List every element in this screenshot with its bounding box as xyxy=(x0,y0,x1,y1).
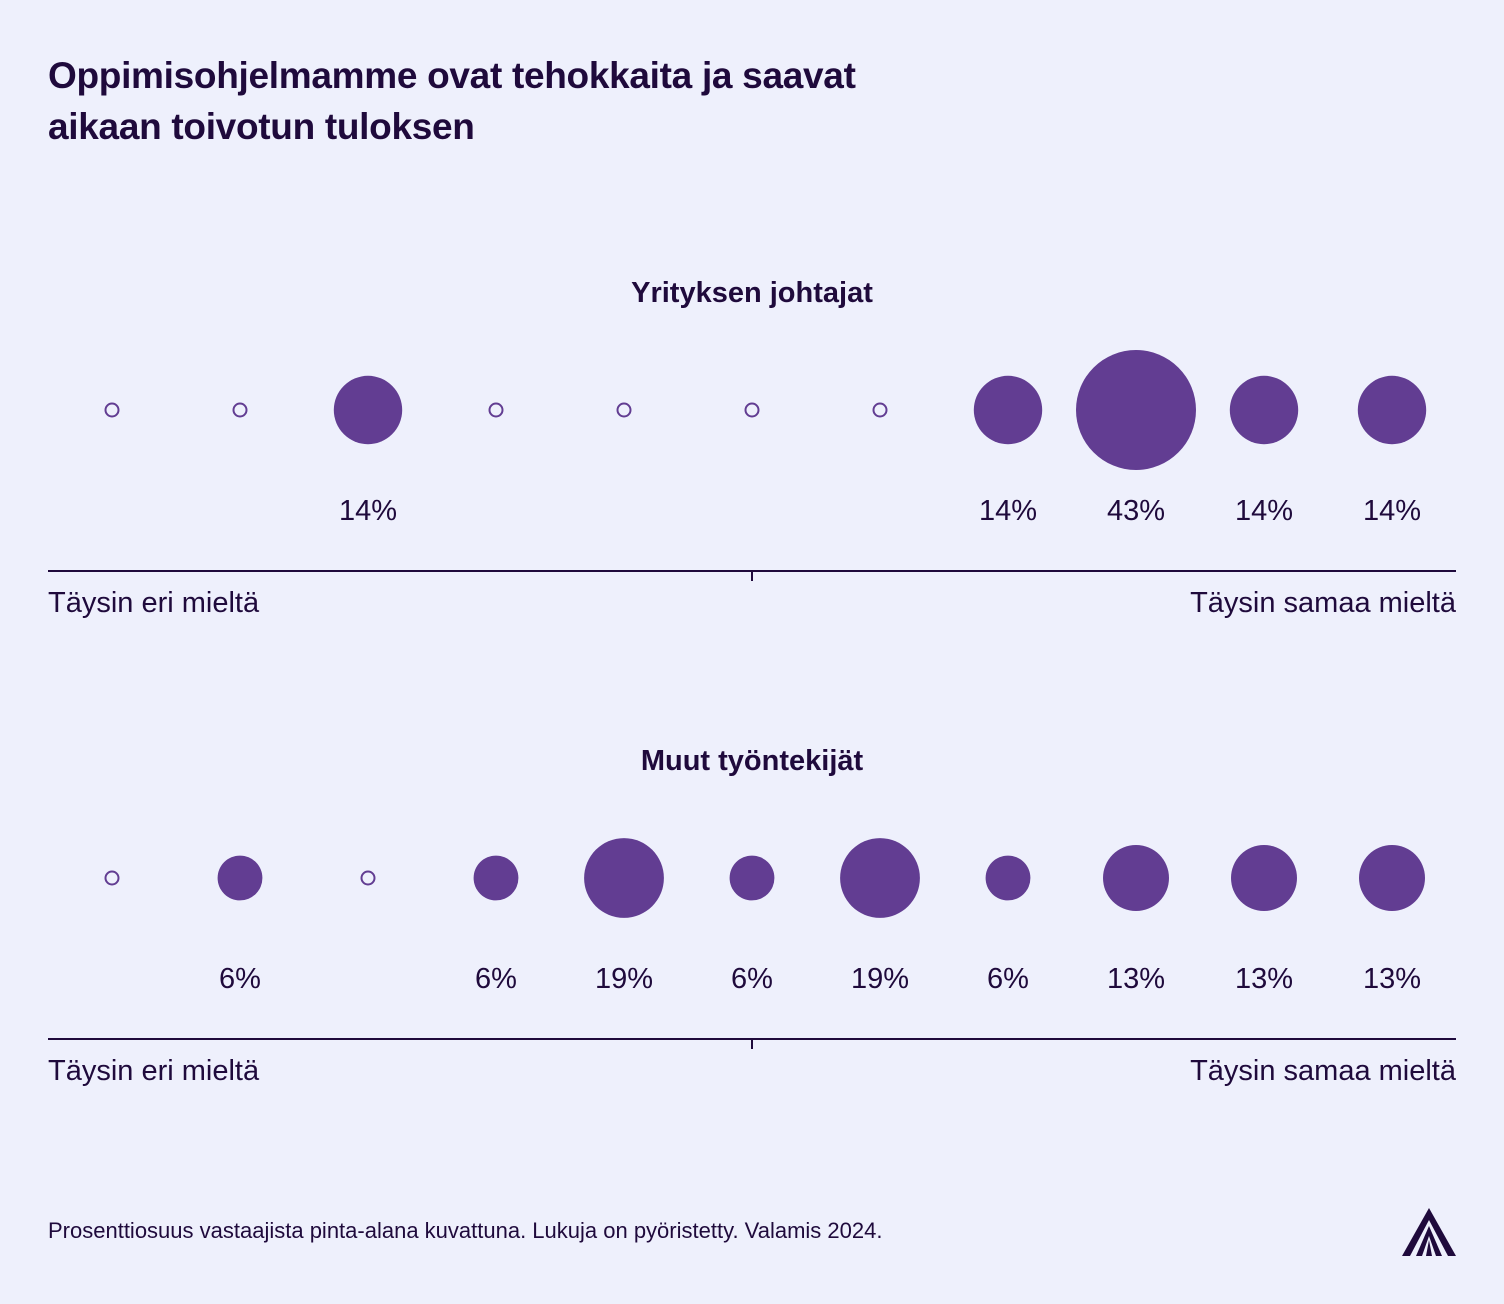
bubble-empty xyxy=(616,402,632,418)
bubble-empty xyxy=(488,402,504,418)
bubble xyxy=(729,855,775,901)
axis-left-label: Täysin eri mieltä xyxy=(48,587,260,619)
data-label: 19% xyxy=(595,963,653,995)
bubble xyxy=(584,838,664,918)
bubble xyxy=(985,855,1031,901)
bubble xyxy=(1103,845,1169,911)
data-label: 13% xyxy=(1235,963,1293,995)
valamis-logo-icon xyxy=(1402,1208,1456,1256)
data-label: 6% xyxy=(475,963,517,995)
bubble xyxy=(1359,845,1425,911)
bubble xyxy=(333,375,403,445)
bubble xyxy=(217,855,263,901)
bubble-empty xyxy=(232,402,248,418)
axis-left-label: Täysin eri mieltä xyxy=(48,1055,260,1087)
data-label: 14% xyxy=(1363,495,1421,527)
bubble-empty xyxy=(104,870,120,886)
page-title: Oppimisohjelmamme ovat tehokkaita ja saa… xyxy=(48,55,856,147)
data-label: 6% xyxy=(987,963,1029,995)
bubble-empty xyxy=(744,402,760,418)
chart-panel-2: Muut työntekijät 6% 6% 19% 6% 19% 6% 13% 13% 13% T… xyxy=(48,745,1457,1087)
bubble xyxy=(473,855,519,901)
bubble xyxy=(973,375,1043,445)
chart-title: Muut työntekijät xyxy=(641,745,864,777)
bubble xyxy=(1076,350,1196,470)
bubble xyxy=(1357,375,1427,445)
bubble-empty xyxy=(104,402,120,418)
chart-title: Yrityksen johtajat xyxy=(631,277,873,309)
data-label: 14% xyxy=(979,495,1037,527)
bubble-empty xyxy=(360,870,376,886)
bubble xyxy=(1229,375,1299,445)
data-label: 6% xyxy=(731,963,773,995)
data-label: 14% xyxy=(339,495,397,527)
axis-right-label: Täysin samaa mieltä xyxy=(1190,587,1457,619)
data-label: 19% xyxy=(851,963,909,995)
data-label: 6% xyxy=(219,963,261,995)
chart-panel-1: Yrityksen johtajat 14% 14% 43% 14% 14% Täysin … xyxy=(48,277,1457,619)
data-label: 13% xyxy=(1107,963,1165,995)
bubble xyxy=(840,838,920,918)
bubble xyxy=(1231,845,1297,911)
data-label: 14% xyxy=(1235,495,1293,527)
data-label: 43% xyxy=(1107,495,1165,527)
data-label: 13% xyxy=(1363,963,1421,995)
footnote: Prosenttiosuus vastaajista pinta-alana k… xyxy=(48,1218,883,1243)
axis-right-label: Täysin samaa mieltä xyxy=(1190,1055,1457,1087)
bubble-empty xyxy=(872,402,888,418)
